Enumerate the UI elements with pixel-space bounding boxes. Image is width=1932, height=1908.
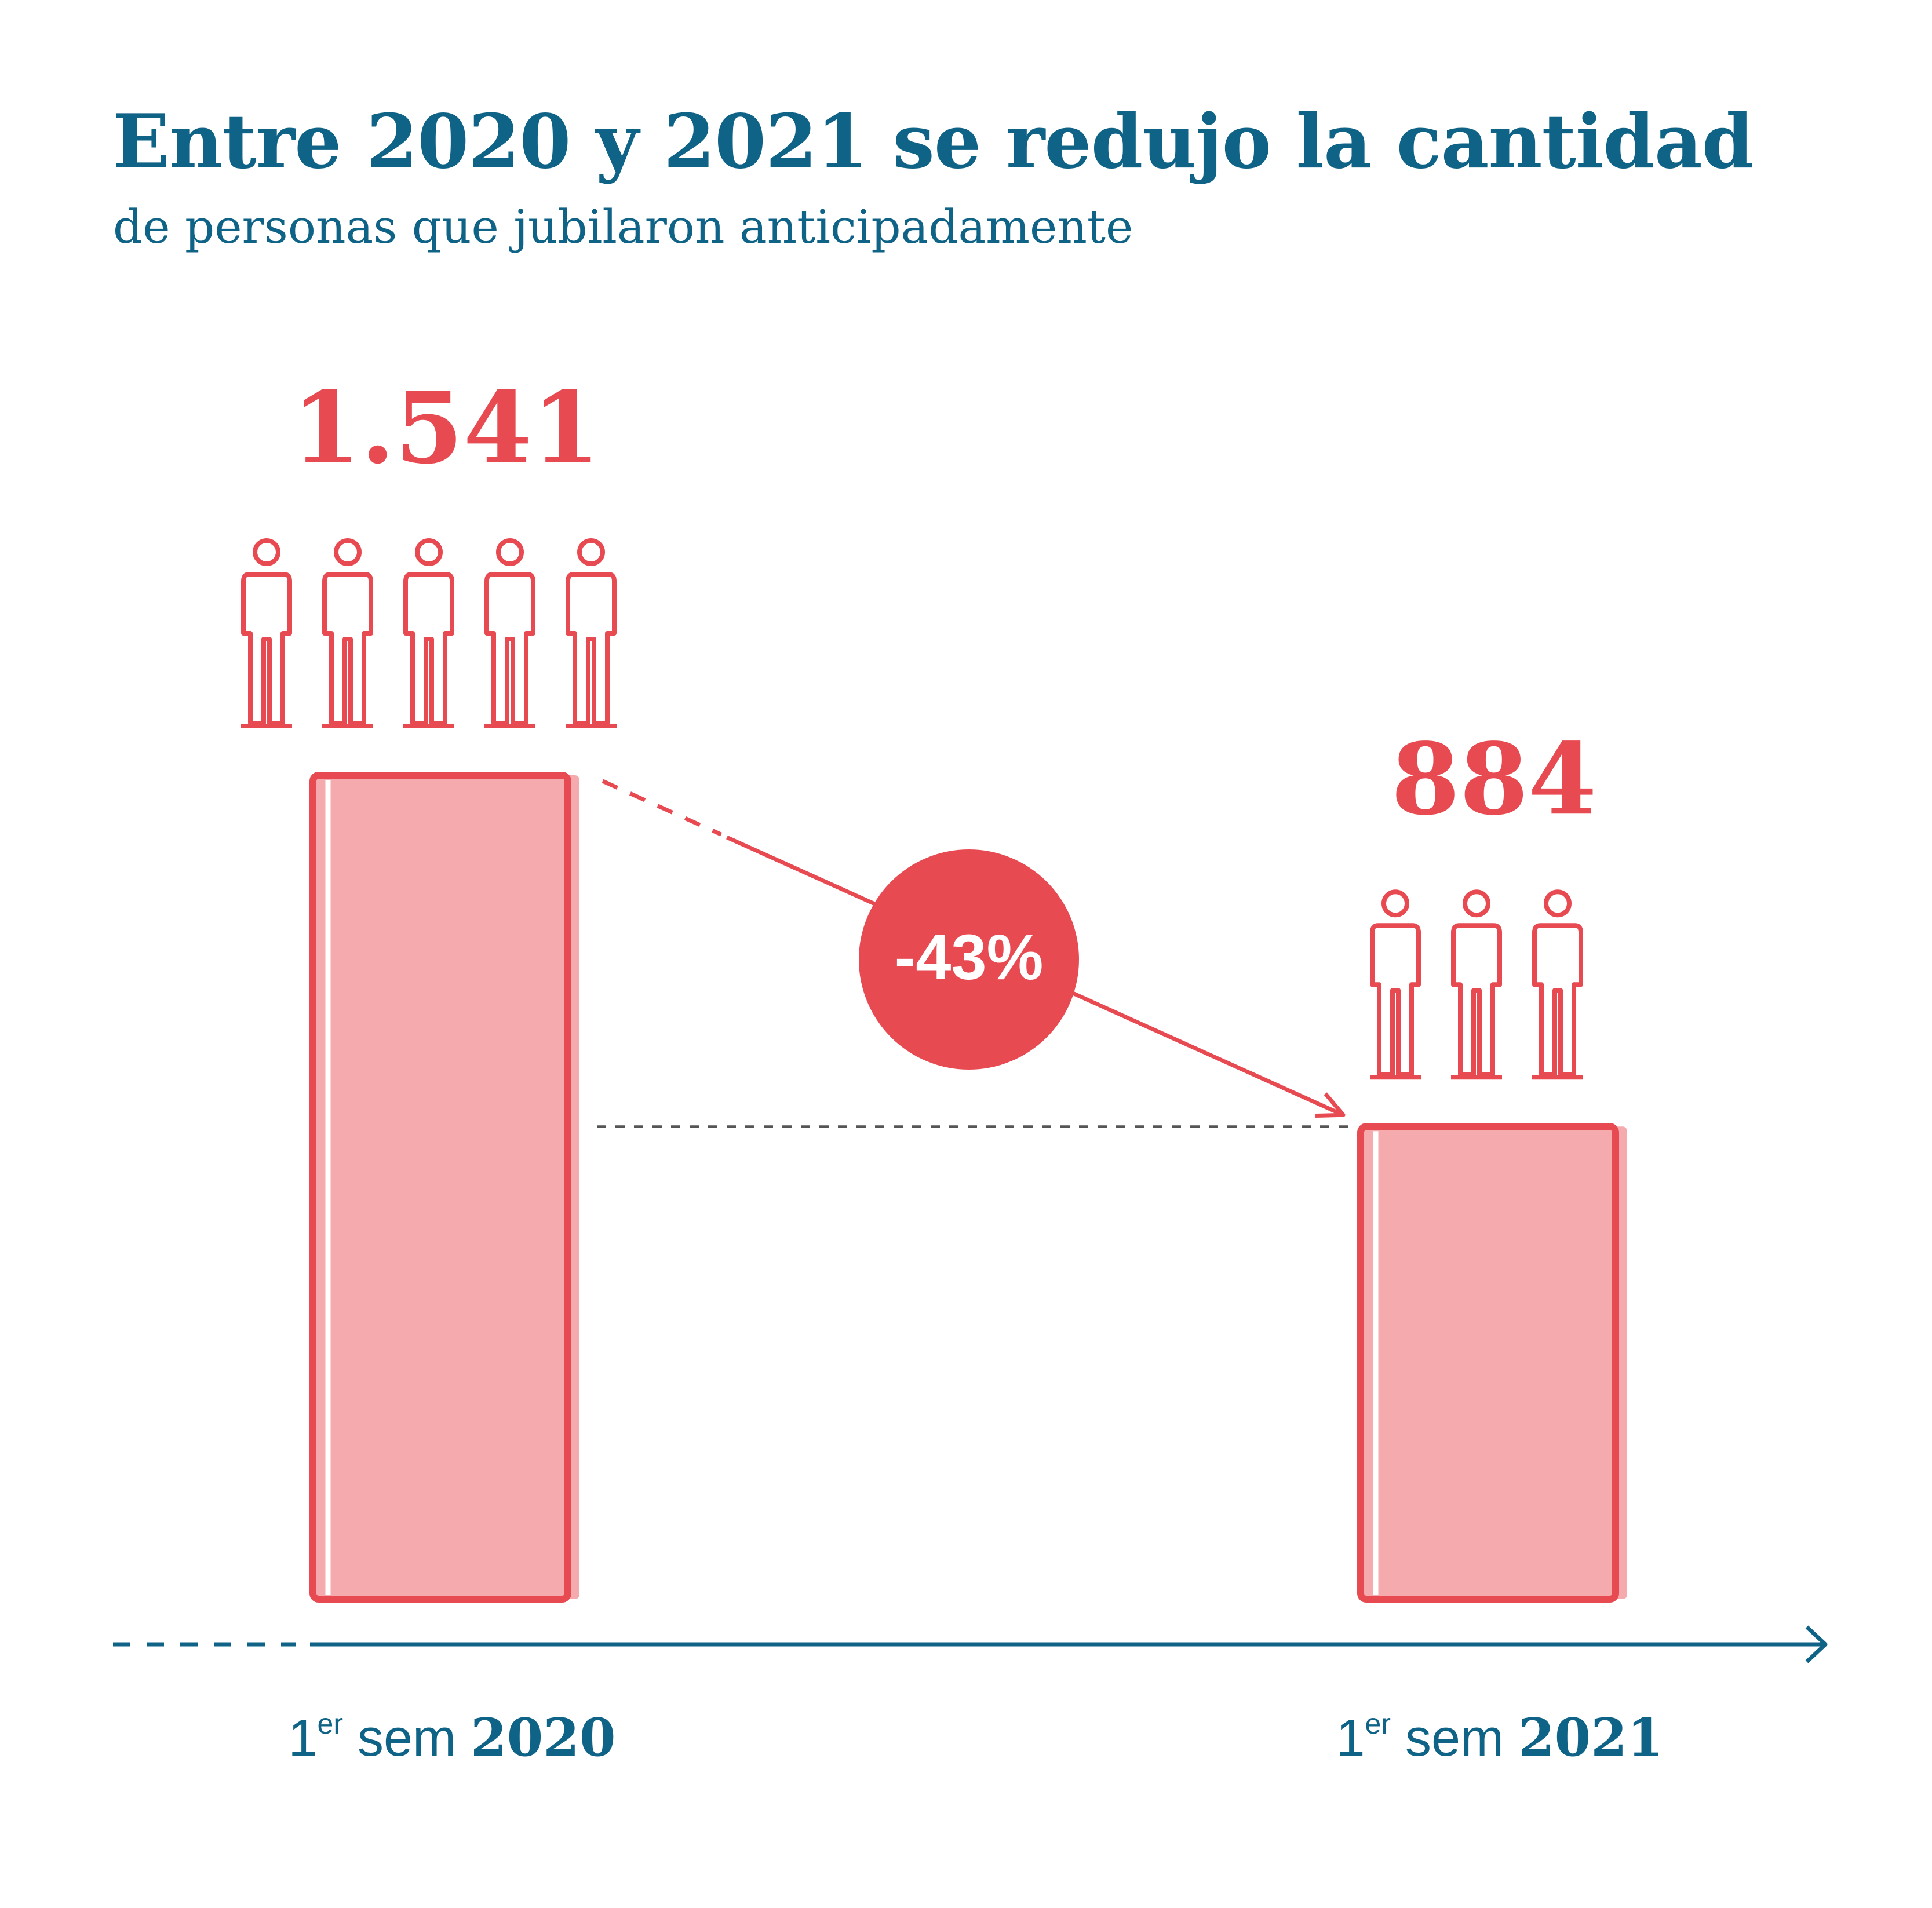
- category-label-0: 1er sem 2020: [288, 1707, 615, 1768]
- person-icon: [484, 541, 535, 726]
- value-label-1: 884: [1391, 721, 1597, 837]
- category-labels-layer: 1er sem 2020 1er sem 2021: [288, 1707, 1663, 1768]
- category-label-1: 1er sem 2021: [1336, 1707, 1663, 1768]
- bar-0: [309, 772, 571, 1603]
- chart-subtitle: de personas que jubilaron anticipadament…: [113, 200, 1133, 254]
- change-arrowhead: [1315, 1092, 1346, 1118]
- value-label-0: 1.541: [292, 370, 600, 486]
- person-icon: [403, 541, 454, 726]
- person-icon: [1532, 892, 1583, 1077]
- bars-layer: [309, 772, 1627, 1603]
- x-axis: [113, 1625, 1828, 1663]
- bar-1: [1357, 1123, 1619, 1603]
- person-icon: [322, 541, 373, 726]
- chart-title: Entre 2020 y 2021 se redujo la cantidad: [113, 98, 1754, 185]
- change-badge-circle: [859, 849, 1079, 1070]
- change-badge: -43%: [859, 849, 1079, 1070]
- person-icon: [241, 541, 292, 726]
- change-badge-label: -43%: [895, 922, 1044, 993]
- person-icon: [1451, 892, 1502, 1077]
- change-line-dashed: [602, 779, 722, 837]
- x-axis-arrowhead: [1805, 1625, 1828, 1663]
- value-labels-layer: 1.541 884: [292, 370, 1597, 837]
- person-icon: [566, 541, 617, 726]
- person-icon: [1370, 892, 1421, 1077]
